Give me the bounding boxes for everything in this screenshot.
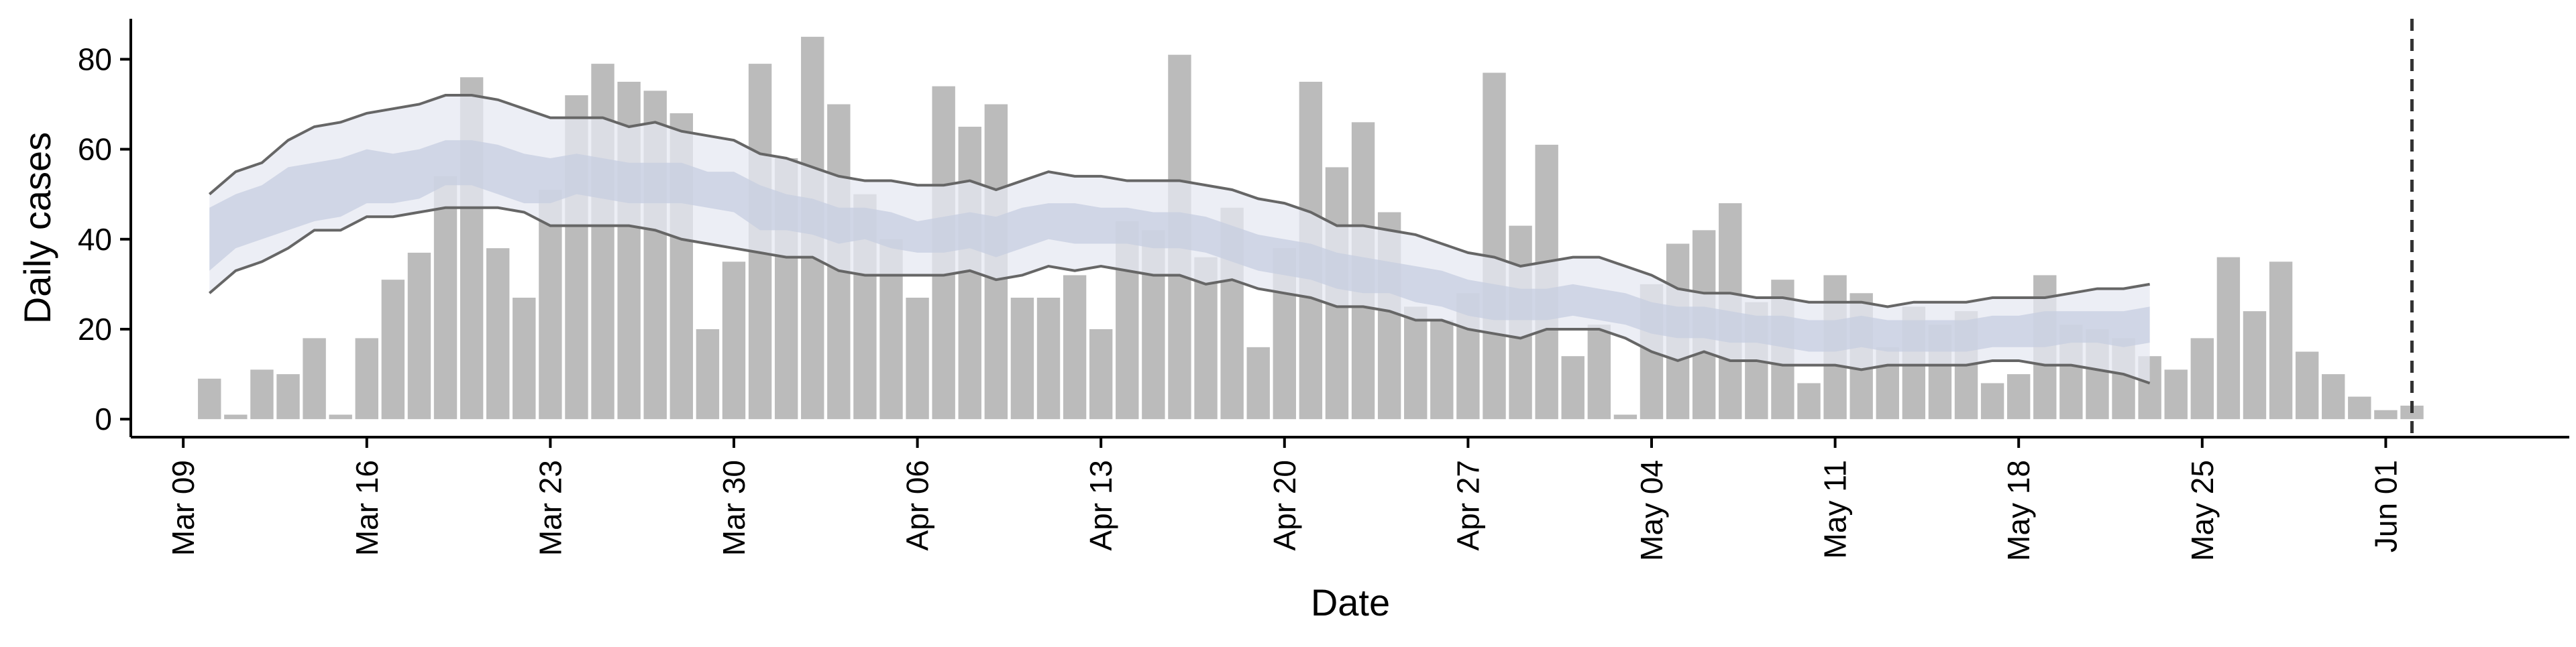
daily-case-bar [1246, 347, 1270, 420]
daily-case-bar [2190, 338, 2214, 420]
daily-case-bar [486, 248, 510, 420]
daily-case-bar [1404, 306, 1428, 420]
x-tick-label: Apr 13 [1083, 460, 1118, 551]
x-tick-label: Mar 09 [166, 460, 201, 556]
daily-case-bar [513, 298, 536, 420]
daily-case-bar [1980, 383, 2004, 420]
daily-case-bar [355, 338, 378, 420]
daily-case-bar [1089, 329, 1113, 420]
daily-case-bar [539, 189, 562, 420]
lower-bound-line [208, 206, 2151, 385]
daily-case-bar [2243, 311, 2267, 420]
daily-case-bar [2295, 351, 2319, 420]
y-tick-label: 0 [95, 402, 112, 436]
x-tick-label: May 25 [2185, 460, 2220, 561]
daily-case-bar [407, 252, 431, 420]
daily-case-bar [1561, 356, 1585, 420]
daily-case-bar [2164, 369, 2188, 420]
daily-case-bar [1483, 72, 1506, 420]
daily-case-bar [1036, 298, 1061, 420]
daily-case-bar [276, 374, 300, 420]
forecast-band-group [208, 94, 2151, 385]
x-tick-label: Mar 23 [533, 460, 568, 556]
daily-case-bar [722, 261, 746, 420]
daily-case-bar [2216, 257, 2241, 420]
y-tick-label: 60 [78, 132, 112, 167]
daily-case-bar [2007, 374, 2031, 420]
daily-case-bar [381, 280, 405, 420]
axis-titles-group: Date Daily cases [16, 132, 1390, 624]
daily-case-bar [1063, 275, 1087, 420]
daily-case-bar [224, 414, 248, 420]
daily-case-bar [1613, 414, 1638, 420]
x-tick-label: Apr 20 [1267, 460, 1302, 551]
daily-case-bar [198, 378, 221, 420]
x-tick-label: Apr 06 [900, 460, 935, 551]
y-tick-label: 80 [78, 42, 112, 76]
inner-interval-band [209, 140, 2150, 352]
daily-case-bar [2269, 261, 2293, 420]
y-axis-title: Daily cases [16, 132, 58, 324]
daily-case-bar [2322, 374, 2345, 420]
daily-case-bar [303, 338, 326, 420]
x-tick-label: Mar 30 [716, 460, 751, 556]
daily-case-bar [1587, 325, 1611, 420]
daily-case-bar [1010, 298, 1034, 420]
axes-group: 0 20 40 60 80 Mar 09 Mar 16 Mar 23 Mar 30 Apr 06 A… [78, 19, 2569, 561]
upper-bound-line [208, 94, 2150, 308]
daily-case-bar [1797, 383, 1821, 420]
y-tick-label: 40 [78, 222, 112, 257]
daily-case-bar [696, 329, 720, 420]
x-tick-label: Mar 16 [350, 460, 384, 556]
daily-case-bar [250, 369, 274, 420]
x-tick-label: Apr 27 [1450, 460, 1485, 551]
daily-case-bar [906, 298, 929, 420]
x-axis-title: Date [1311, 581, 1390, 624]
x-tick-label: May 11 [1818, 460, 1853, 558]
x-tick-label: May 04 [1634, 460, 1669, 561]
y-tick-label: 20 [78, 312, 112, 347]
x-tick-label: Jun 01 [2368, 460, 2403, 552]
x-tick-label: May 18 [2001, 460, 2036, 561]
daily-case-bar [2348, 396, 2371, 420]
daily-case-bar [1430, 320, 1454, 420]
daily-case-bar [2374, 410, 2398, 420]
daily-case-bar [433, 176, 458, 420]
daily-case-bar [329, 414, 352, 420]
